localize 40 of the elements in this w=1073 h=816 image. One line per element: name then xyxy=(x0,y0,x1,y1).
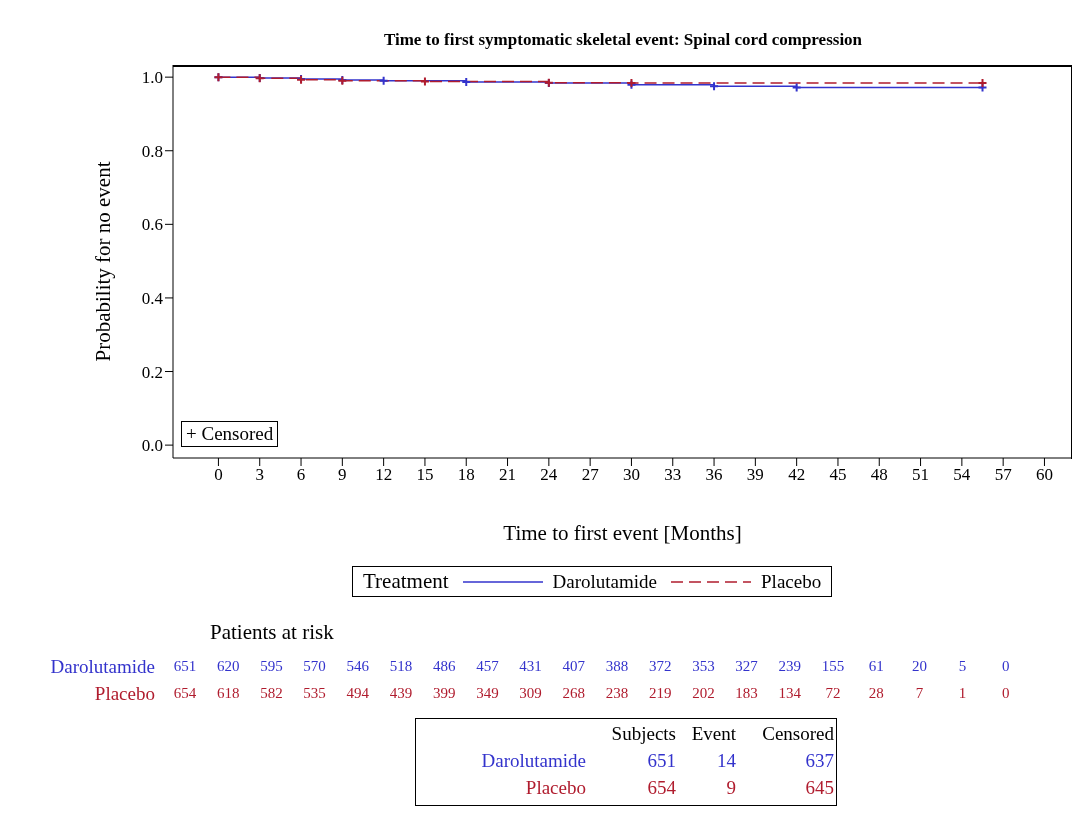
legend-label: Placebo xyxy=(761,570,822,593)
text: Darolutamide 651 620 595 570 546 518 486 457 431 407 388 372 353 327 239 155 61 20 5 0 xyxy=(50,656,1010,677)
x-tick-label: 60 xyxy=(1035,465,1053,485)
x-tick-label: 45 xyxy=(829,465,847,485)
legend-label: Darolutamide xyxy=(552,570,658,593)
y-tick-label: 0.8 xyxy=(141,141,163,161)
x-tick-label: 18 xyxy=(457,465,475,485)
x-tick-label: 51 xyxy=(912,465,930,485)
y-axis-title: Probability for no event xyxy=(91,161,116,362)
x-tick-label: 48 xyxy=(870,465,888,485)
y-tick-label: 1.0 xyxy=(141,68,163,88)
x-axis-title: Time to first event [Months] xyxy=(503,521,742,545)
x-tick-label: 3 xyxy=(255,465,264,485)
y-tick-label: 0.2 xyxy=(141,362,163,382)
legend-title: Treatment xyxy=(363,569,449,594)
x-tick-label: 39 xyxy=(746,465,764,485)
x-tick-label: 12 xyxy=(375,465,393,485)
y-tick-label: 0.0 xyxy=(141,436,163,456)
text: Subjects Event Censored xyxy=(611,723,834,744)
text: Darolutamide 651 14 637 xyxy=(481,750,834,771)
x-tick-label: 42 xyxy=(788,465,806,485)
x-tick-label: 36 xyxy=(705,465,723,485)
x-tick-label: 15 xyxy=(416,465,434,485)
annotation: + Censored xyxy=(181,421,279,447)
x-tick-label: 6 xyxy=(296,465,306,485)
x-tick-label: 33 xyxy=(664,465,682,485)
x-tick-label: 0 xyxy=(214,465,223,485)
x-tick-label: 21 xyxy=(499,465,517,485)
chart-title: Time to first symptomatic skeletal event: Spinal cord compression xyxy=(382,30,864,50)
text: Placebo 654 618 582 535 494 439 399 349 309 268 238 219 202 183 134 72 28 7 1 0 xyxy=(94,683,1010,704)
y-tick-label: 0.4 xyxy=(141,288,164,308)
x-tick-label: 9 xyxy=(338,465,347,485)
x-tick-label: 27 xyxy=(581,465,600,485)
x-tick-label: 57 xyxy=(994,465,1013,485)
text: Placebo 654 9 645 xyxy=(525,777,834,798)
y-tick-label: 0.6 xyxy=(141,215,163,235)
text: Patients at risk xyxy=(210,620,334,645)
x-tick-label: 54 xyxy=(953,465,971,485)
x-tick-label: 30 xyxy=(622,465,640,485)
x-tick-label: 24 xyxy=(540,465,558,485)
